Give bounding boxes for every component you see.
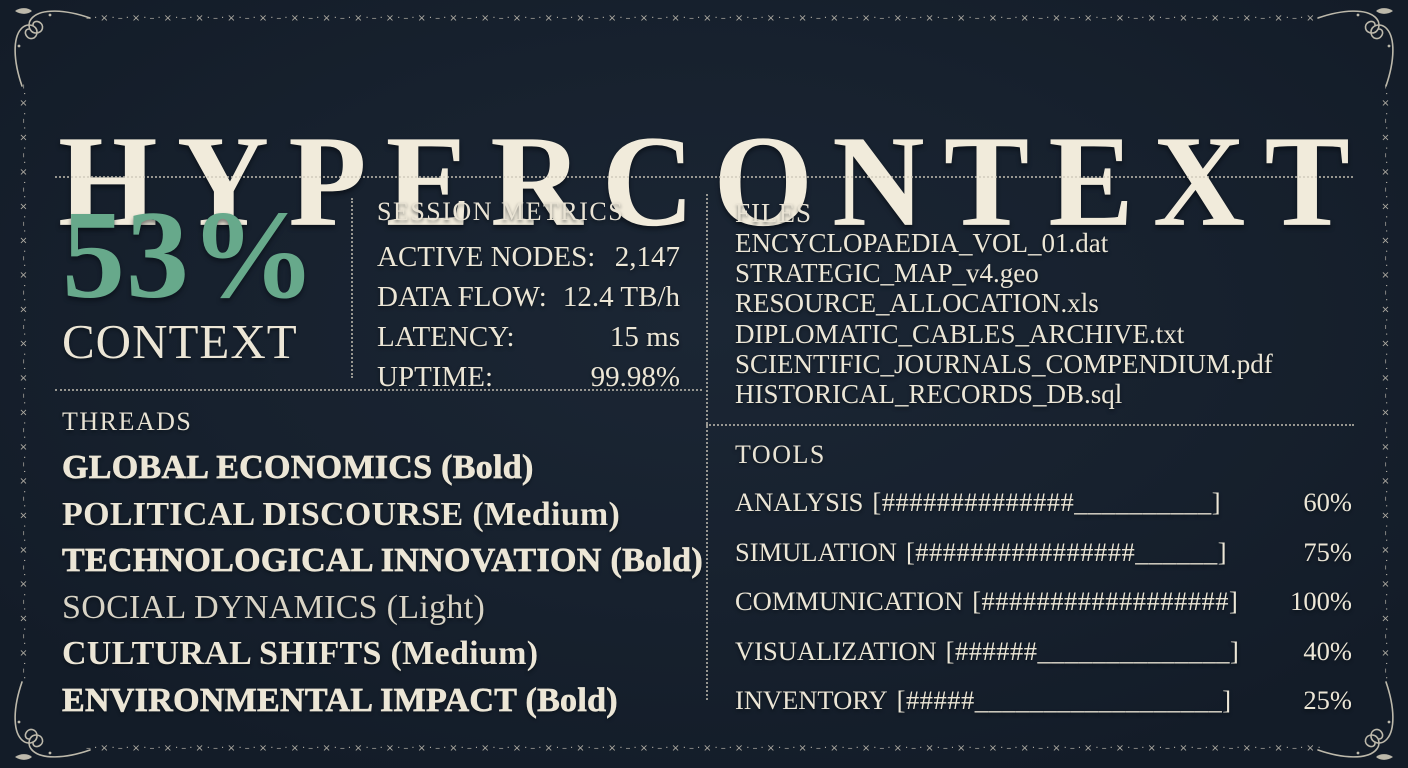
files-panel: FILES ENCYCLOPAEDIA_VOL_01.dat STRATEGIC… <box>735 198 1355 409</box>
tool-percent: 60% <box>1303 487 1352 517</box>
tool-left: INVENTORY [#####__________________] <box>735 676 1232 726</box>
border-ornament-left: –·×·–·×·–·×·–·×·–·×·–·×·–·×·–·×·–·×·–·×·… <box>14 84 32 684</box>
divider-under-title <box>55 176 1353 178</box>
session-metrics-panel: SESSION METRICS ACTIVE NODES: 2,147 DATA… <box>377 198 680 397</box>
file-item: STRATEGIC_MAP_v4.geo <box>735 258 1039 289</box>
metric-label: DATA FLOW: <box>377 281 547 313</box>
border-ornament-right: –·×·–·×·–·×·–·×·–·×·–·×·–·×·–·×·–·×·–·×·… <box>1376 84 1394 684</box>
tools-heading: TOOLS <box>735 440 826 469</box>
tool-progress-bar: [######______________] <box>945 635 1240 666</box>
metric-label: LATENCY: <box>377 321 515 353</box>
divider-above-threads <box>55 389 702 391</box>
file-item: RESOURCE_ALLOCATION.xls <box>735 288 1099 319</box>
metric-value: 15 ms <box>609 321 680 353</box>
session-metrics-heading: SESSION METRICS <box>377 197 625 226</box>
tool-row-communication: COMMUNICATION [##################] 100% <box>735 577 1352 627</box>
context-gauge: 53% CONTEXT <box>62 186 350 369</box>
thread-item: GLOBAL ECONOMICS (Bold) <box>62 449 534 487</box>
tool-row-inventory: INVENTORY [#####__________________] 25% <box>735 676 1352 726</box>
tool-progress-bar: [##############__________] <box>872 487 1222 517</box>
tools-panel: TOOLS ANALYSIS [##############__________]… <box>735 441 1352 726</box>
divider-context-metrics <box>351 198 353 378</box>
file-item: SCIENTIFIC_JOURNALS_COMPENDIUM.pdf <box>735 348 1273 379</box>
metric-row-active-nodes: ACTIVE NODES: 2,147 <box>377 237 680 277</box>
file-item: HISTORICAL_RECORDS_DB.sql <box>735 379 1123 410</box>
thread-item: CULTURAL SHIFTS (Medium) <box>62 635 539 672</box>
file-item: DIPLOMATIC_CABLES_ARCHIVE.txt <box>735 318 1185 349</box>
metric-value: 2,147 <box>614 241 680 273</box>
tool-progress-bar: [##################] <box>972 586 1239 616</box>
tool-percent: 25% <box>1303 685 1352 715</box>
border-ornament-top: –·×·–·×·–·×·–·×·–·×·–·×·–·×·–·×·–·×·–·×·… <box>86 13 1322 24</box>
thread-item: TECHNOLOGICAL INNOVATION (Bold) <box>62 542 703 580</box>
thread-item: SOCIAL DYNAMICS (Light) <box>62 588 486 626</box>
threads-heading: THREADS <box>62 407 193 436</box>
file-item: ENCYCLOPAEDIA_VOL_01.dat <box>735 228 1109 258</box>
metric-label: ACTIVE NODES: <box>377 241 596 273</box>
tool-left: VISUALIZATION [######______________] <box>735 627 1239 677</box>
files-heading: FILES <box>735 198 813 228</box>
tool-percent: 100% <box>1290 586 1352 616</box>
metric-row-latency: LATENCY: 15 ms <box>377 317 680 357</box>
divider-above-tools <box>706 424 1354 426</box>
divider-vertical-main <box>706 194 708 700</box>
tool-progress-bar: [#####__________________] <box>896 685 1232 715</box>
context-label: CONTEXT <box>62 314 298 369</box>
thread-item: ENVIRONMENTAL IMPACT (Bold) <box>62 681 618 719</box>
context-percent-value: 53% <box>62 186 317 325</box>
tool-progress-bar: [################______] <box>905 536 1228 567</box>
tool-label: COMMUNICATION <box>735 586 964 616</box>
corner-flourish-icon <box>6 2 92 88</box>
tool-label: ANALYSIS <box>735 487 864 517</box>
metric-value: 99.98% <box>590 361 680 393</box>
metric-value: 12.4 TB/h <box>562 281 680 313</box>
tool-left: SIMULATION [################______] <box>735 528 1227 578</box>
tool-left: COMMUNICATION [##################] <box>735 577 1238 627</box>
corner-flourish-icon <box>1316 680 1402 766</box>
tool-label: INVENTORY <box>735 685 888 715</box>
corner-flourish-icon <box>6 680 92 766</box>
tool-label: SIMULATION <box>735 536 897 567</box>
tool-row-visualization: VISUALIZATION [######______________] 40% <box>735 627 1352 677</box>
tool-row-simulation: SIMULATION [################______] 75% <box>735 528 1352 578</box>
metric-row-uptime: UPTIME: 99.98% <box>377 357 680 397</box>
metric-row-data-flow: DATA FLOW: 12.4 TB/h <box>377 277 680 317</box>
tool-label: VISUALIZATION <box>735 635 937 666</box>
metric-label: UPTIME: <box>377 361 493 393</box>
tool-percent: 75% <box>1303 536 1352 567</box>
thread-item: POLITICAL DISCOURSE (Medium) <box>62 495 621 533</box>
tool-percent: 40% <box>1303 635 1352 666</box>
border-ornament-bottom: –·×·–·×·–·×·–·×·–·×·–·×·–·×·–·×·–·×·–·×·… <box>86 743 1322 754</box>
tool-row-analysis: ANALYSIS [##############__________] 60% <box>735 478 1352 528</box>
tool-left: ANALYSIS [##############__________] <box>735 478 1221 528</box>
corner-flourish-icon <box>1316 2 1402 88</box>
threads-panel: THREADS GLOBAL ECONOMICS (Bold) POLITICA… <box>62 408 706 724</box>
